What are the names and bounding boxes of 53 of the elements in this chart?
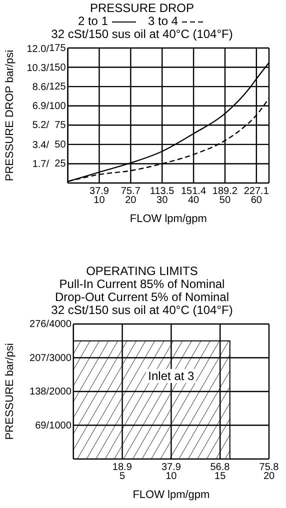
- y-tick-label: 12.0/: [26, 44, 50, 55]
- y-tick-label: 207/: [30, 352, 50, 364]
- x-tick-label: 20: [263, 471, 275, 482]
- annotation: Inlet at 3: [146, 369, 196, 383]
- y-axis-title: PRESSURE bar/psi: [4, 343, 16, 440]
- y-tick-label: 5.2/: [32, 120, 50, 131]
- x2-tick-label: 37.9: [90, 186, 110, 197]
- y2-tick-label: 125: [49, 82, 66, 93]
- x-tick-label: 20: [125, 195, 137, 206]
- x-tick-label: 30: [156, 195, 168, 206]
- y2-tick-label: 175: [49, 43, 66, 54]
- x-tick-label: 10: [166, 471, 178, 482]
- y-tick-label: 1.7/: [32, 158, 50, 170]
- x2-tick-label: 75.8: [259, 462, 280, 473]
- y-axis-title: PRESSURE DROP bar/psi: [4, 50, 16, 182]
- y2-tick-label: 150: [49, 62, 66, 74]
- y-tick-label: 10.3/: [26, 62, 50, 74]
- y-tick-label: 3.4/: [32, 140, 50, 151]
- y2-tick-label: 25: [54, 158, 66, 170]
- x-tick-label: 15: [214, 471, 226, 482]
- x2-tick-label: 37.9: [161, 462, 182, 473]
- y-tick-label: 8.6/: [32, 82, 50, 93]
- y2-tick-label: 2000: [49, 386, 72, 398]
- y2-tick-label: 3000: [49, 352, 72, 364]
- x-tick-label: 50: [219, 195, 231, 206]
- y2-tick-label: 1000: [49, 420, 72, 432]
- x-tick-label: 40: [188, 195, 200, 206]
- x-axis-title: FLOW lpm/gpm: [132, 489, 210, 501]
- x2-tick-label: 189.2: [212, 186, 238, 197]
- x2-tick-label: 227.1: [244, 186, 270, 197]
- y-tick-label: 276/: [30, 319, 50, 330]
- chart-subtitle: 32 cSt/150 sus oil at 40°C (104°F): [50, 27, 234, 41]
- y2-tick-label: 4000: [49, 319, 72, 330]
- chart-title: PRESSURE DROP: [88, 1, 196, 15]
- y2-tick-label: 100: [49, 100, 66, 112]
- legend-label: 3 to 4: [148, 14, 178, 28]
- chart-subtitle: Pull-In Current 85% of Nominal Drop-Out Current 5% of Nominal 32 cSt/150 sus oil at 40°C (104°F): [50, 277, 234, 317]
- x-axis-title: FLOW lpm/gpm: [130, 213, 207, 225]
- legend-label: 2 to 1: [78, 14, 108, 28]
- x2-tick-label: 151.4: [181, 186, 206, 197]
- chart-title: OPERATING LIMITS: [85, 264, 199, 278]
- y-tick-label: 6.9/: [32, 100, 50, 112]
- x-tick-label: 60: [250, 195, 262, 206]
- x-tick-label: 5: [120, 471, 126, 482]
- x2-tick-label: 75.7: [120, 186, 141, 197]
- y2-tick-label: 50: [54, 139, 66, 150]
- x-tick-label: 10: [94, 195, 106, 206]
- x2-tick-label: 18.9: [112, 462, 132, 473]
- y-tick-label: 138/: [30, 386, 50, 398]
- x2-tick-label: 56.8: [210, 462, 230, 473]
- y2-tick-label: 75: [54, 120, 66, 132]
- y-tick-label: 69/: [35, 420, 50, 432]
- x2-tick-label: 113.5: [150, 186, 175, 197]
